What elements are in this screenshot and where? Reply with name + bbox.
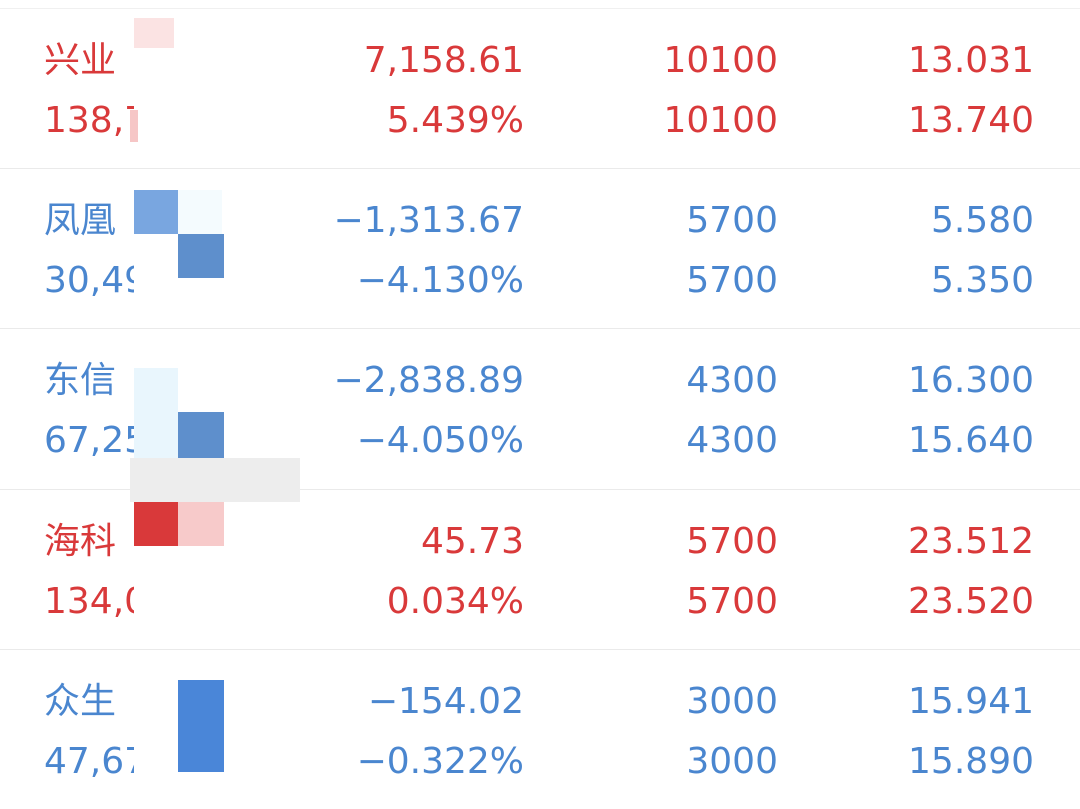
profit-amount: 7,158.61	[363, 40, 524, 81]
available-quantity: 10100	[663, 100, 778, 141]
profit-percent: −4.050%	[356, 420, 524, 461]
current-price: 13.031	[908, 40, 1034, 81]
stock-name: 兴业	[44, 40, 117, 81]
cost-price: 23.520	[908, 581, 1034, 622]
current-price: 5.580	[930, 200, 1034, 241]
profit-percent: 5.439%	[386, 100, 524, 141]
redaction-block	[134, 368, 178, 458]
profit-percent: −0.322%	[356, 741, 524, 782]
redaction-block	[178, 412, 224, 458]
cost-price: 15.890	[908, 741, 1034, 782]
holding-row[interactable]: 海科 134,0 45.73 0.034% 5700 5700 23.512 2…	[0, 489, 1080, 649]
current-price: 15.941	[908, 681, 1034, 722]
market-value: 67,25	[44, 420, 134, 461]
holding-quantity: 3000	[686, 681, 778, 722]
profit-amount: −154.02	[367, 681, 524, 722]
stock-name: 众生	[44, 681, 117, 722]
market-value: 134,0	[44, 581, 134, 622]
cost-price: 5.350	[930, 260, 1034, 301]
market-value: 138,7	[44, 100, 134, 141]
holding-quantity: 5700	[686, 200, 778, 241]
stock-name: 东信	[44, 360, 117, 401]
cost-price: 13.740	[908, 100, 1034, 141]
market-value: 30,49	[44, 260, 134, 301]
profit-amount: 45.73	[420, 521, 524, 562]
redaction-block	[178, 190, 222, 234]
stock-name: 海科	[44, 521, 117, 562]
redaction-block	[134, 234, 178, 278]
holding-row[interactable]: 凤凰 30,49 −1,313.67 −4.130% 5700 5700 5.5…	[0, 168, 1080, 328]
profit-amount: −1,313.67	[333, 200, 524, 241]
stock-name: 凤凰	[44, 200, 117, 241]
profit-percent: 0.034%	[386, 581, 524, 622]
profit-amount: −2,838.89	[333, 360, 524, 401]
available-quantity: 4300	[686, 420, 778, 461]
redaction-block	[134, 546, 224, 616]
current-price: 23.512	[908, 521, 1034, 562]
holding-quantity: 4300	[686, 360, 778, 401]
redaction-block	[178, 368, 224, 412]
available-quantity: 3000	[686, 741, 778, 782]
redaction-block	[130, 110, 138, 142]
holding-quantity: 10100	[663, 40, 778, 81]
redaction-block	[130, 458, 300, 502]
available-quantity: 5700	[686, 581, 778, 622]
profit-percent: −4.130%	[356, 260, 524, 301]
market-value: 47,67	[44, 741, 134, 782]
redaction-block	[178, 234, 224, 278]
redaction-block	[178, 680, 224, 772]
redaction-block	[134, 502, 178, 546]
available-quantity: 5700	[686, 260, 778, 301]
cost-price: 15.640	[908, 420, 1034, 461]
redaction-block	[134, 18, 174, 48]
holding-row[interactable]: 兴业 138,7 7,158.61 5.439% 10100 10100 13.…	[0, 8, 1080, 168]
holding-quantity: 5700	[686, 521, 778, 562]
redaction-block	[134, 190, 178, 234]
current-price: 16.300	[908, 360, 1034, 401]
holding-row[interactable]: 众生 47,67 −154.02 −0.322% 3000 3000 15.94…	[0, 649, 1080, 809]
redaction-block	[134, 680, 178, 770]
redaction-block	[178, 502, 224, 546]
holding-row[interactable]: 东信 67,25 −2,838.89 −4.050% 4300 4300 16.…	[0, 328, 1080, 488]
